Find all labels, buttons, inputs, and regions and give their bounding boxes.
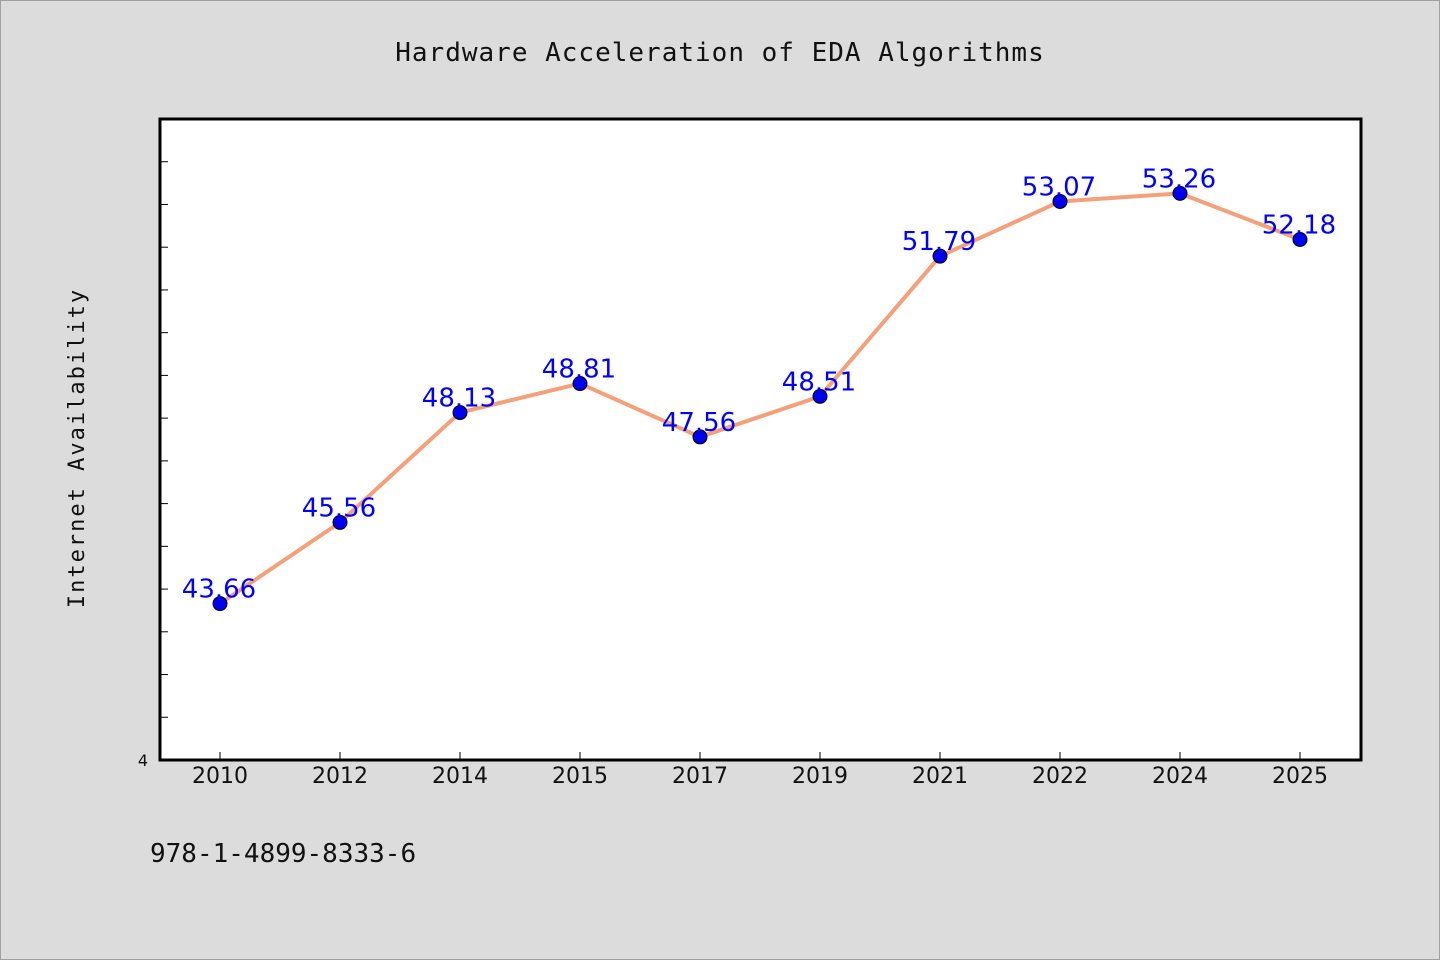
isbn-text: 978-1-4899-8333-6 [150, 839, 416, 869]
data-point [1292, 232, 1308, 248]
x-tick-label: 2021 [912, 764, 968, 789]
data-point [452, 405, 468, 421]
chart-title: Hardware Acceleration of EDA Algorithms [395, 38, 1044, 68]
data-point [572, 376, 588, 392]
data-label: 48.51 [782, 367, 856, 397]
data-point [1172, 185, 1188, 201]
data-label: 48.81 [542, 355, 616, 385]
data-label: 53.07 [1022, 172, 1096, 202]
data-label: 48.13 [422, 384, 496, 414]
series-line [218, 191, 1301, 606]
data-point [932, 248, 948, 264]
plot-area [158, 117, 1363, 762]
x-tick-label: 2022 [1032, 764, 1088, 789]
x-axis-ticks: 2010 2012 2014 2015 2017 2019 2021 2022 2024 2025 [192, 752, 1328, 789]
data-label: 43.66 [182, 575, 256, 605]
y-axis-ticks [160, 161, 168, 718]
x-tick-label: 2024 [1152, 764, 1208, 789]
x-tick-label: 2012 [312, 764, 368, 789]
x-tick-label: 2017 [672, 764, 728, 789]
x-tick-label: 2015 [552, 764, 608, 789]
data-point [692, 429, 708, 445]
series-group: 43.66 45.56 48.13 48.81 47.56 48.51 51.79 53.07… [182, 164, 1336, 612]
data-label: 47.56 [662, 408, 736, 438]
data-label: 51.79 [902, 227, 976, 257]
x-tick-label: 2010 [192, 764, 248, 789]
data-label: 53.26 [1142, 164, 1216, 194]
data-point [812, 388, 828, 404]
data-label: 52.18 [1262, 211, 1336, 241]
data-point [212, 596, 228, 612]
x-tick-label: 2025 [1272, 764, 1328, 789]
data-point [332, 514, 348, 530]
x-tick-label: 2019 [792, 764, 848, 789]
data-point [1052, 193, 1068, 209]
x-tick-label: 2014 [432, 764, 488, 789]
y-tick-label: 4 [138, 751, 148, 770]
data-label: 45.56 [302, 493, 376, 523]
y-axis-label: Internet Availability [65, 288, 90, 608]
